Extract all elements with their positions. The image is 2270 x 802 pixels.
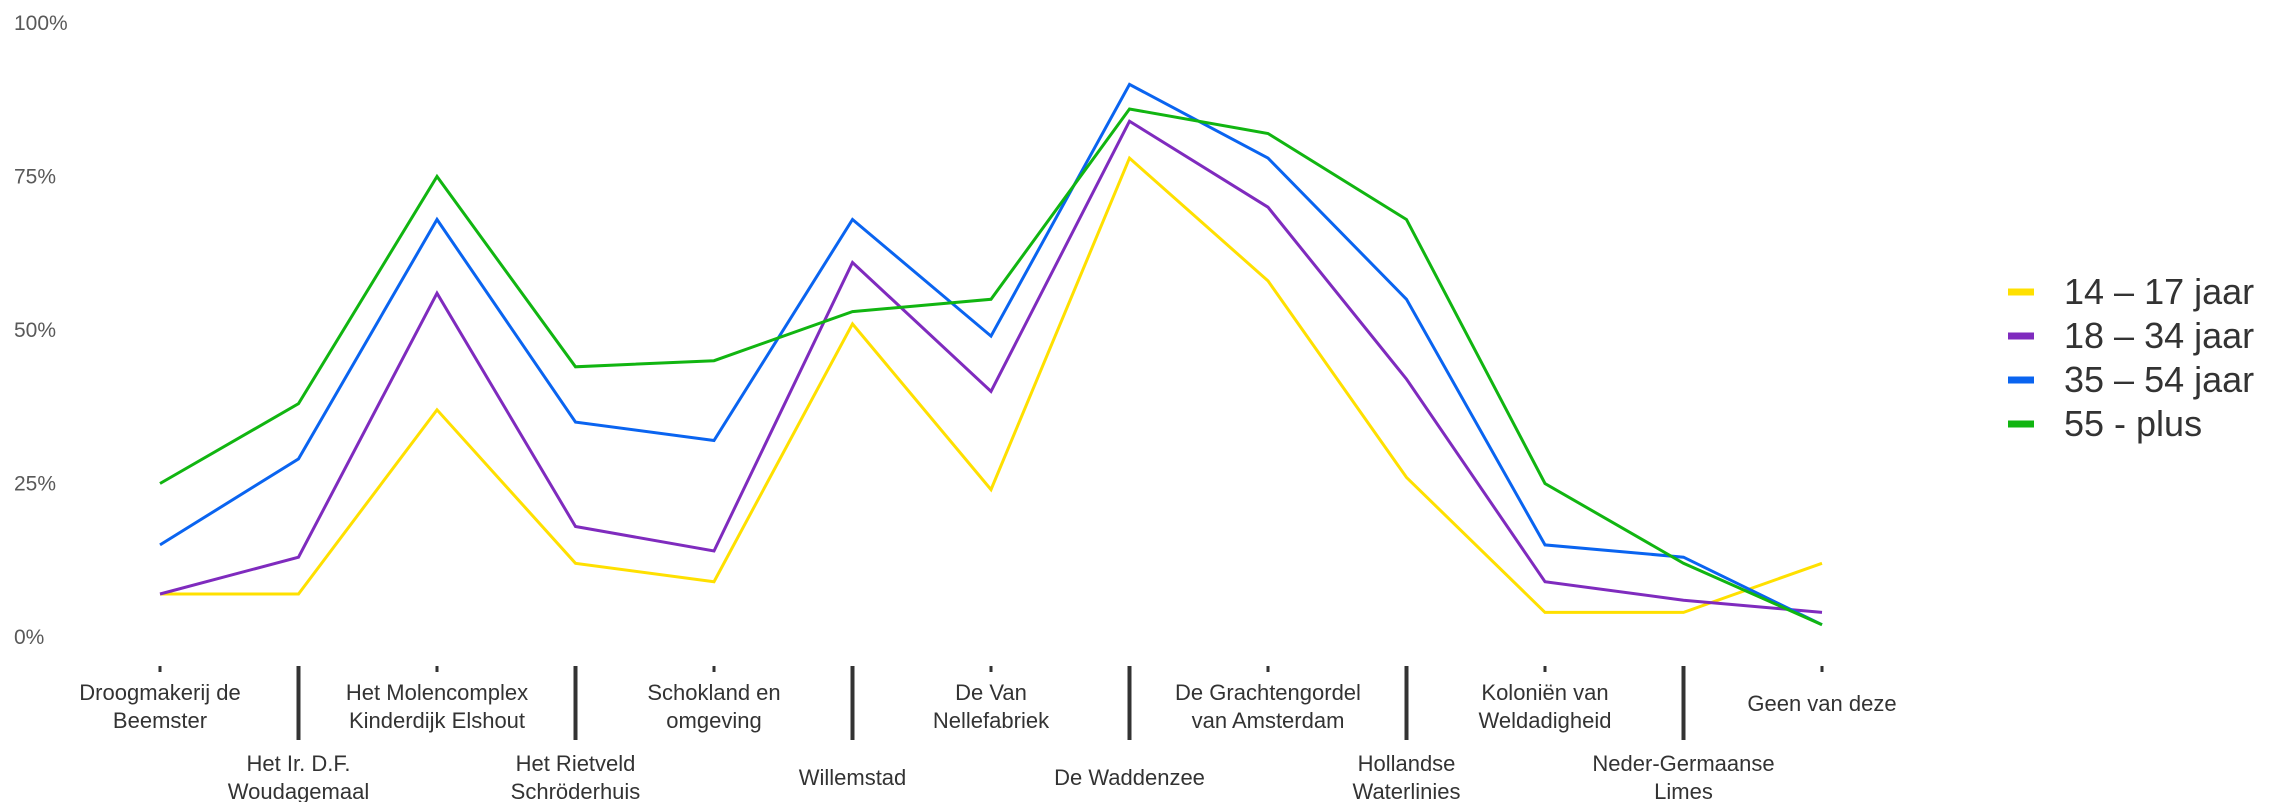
- series-line: [159, 119, 1823, 614]
- x-tick-label-line: Het Rietveld: [516, 751, 636, 776]
- legend-label: 55 - plus: [2064, 403, 2202, 444]
- series-lines: [159, 82, 1823, 627]
- x-tick-label: De Grachtengordel van Amsterdam: [1175, 680, 1361, 733]
- x-tick-label-line: Willemstad: [799, 765, 907, 790]
- x-tick-label: Het Molencomplex Kinderdijk Elshout: [346, 680, 528, 733]
- x-tick-label: De Waddenzee: [1054, 765, 1205, 790]
- series-line: [159, 82, 1823, 627]
- x-tick-label: Het Ir. D.F. Woudagemaal: [228, 751, 369, 802]
- y-axis: 0% 25% 50% 75% 100%: [14, 12, 68, 649]
- x-tick-label-line: Waterlinies: [1353, 779, 1461, 802]
- legend-label: 14 – 17 jaar: [2064, 271, 2254, 312]
- x-tick-label-line: omgeving: [666, 708, 761, 733]
- x-tick-label-line: Nellefabriek: [933, 708, 1050, 733]
- x-tick-label: Willemstad: [799, 765, 907, 790]
- x-tick-label: Koloniën van Weldadigheid: [1479, 680, 1612, 733]
- y-tick-label: 50%: [14, 319, 56, 342]
- y-tick-label: 25%: [14, 473, 56, 496]
- legend-label: 35 – 54 jaar: [2064, 359, 2254, 400]
- y-tick-label: 75%: [14, 166, 56, 189]
- x-tick-label: Droogmakerij de Beemster: [79, 680, 240, 733]
- x-tick-label: Het Rietveld Schröderhuis: [511, 751, 641, 802]
- x-tick-label-line: Schröderhuis: [511, 779, 641, 802]
- x-tick-label-line: De Van: [955, 680, 1027, 705]
- x-tick-label-line: De Grachtengordel: [1175, 680, 1361, 705]
- x-axis: Droogmakerij de Beemster Het Ir. D.F. Wouda…: [79, 666, 1897, 802]
- x-tick-label-line: Koloniën van: [1481, 680, 1608, 705]
- x-tick-label: Schokland en omgeving: [647, 680, 780, 733]
- y-tick-label: 100%: [14, 12, 68, 35]
- x-tick-label-line: Het Ir. D.F.: [247, 751, 351, 776]
- legend-label: 18 – 34 jaar: [2064, 315, 2254, 356]
- x-tick-label-line: Geen van deze: [1747, 691, 1896, 716]
- x-tick-label: De Van Nellefabriek: [933, 680, 1050, 733]
- x-tick-label-line: Hollandse: [1358, 751, 1456, 776]
- x-tick-label-line: Woudagemaal: [228, 779, 369, 802]
- x-tick-label: Neder-Germaanse Limes: [1592, 751, 1774, 802]
- series-line: [160, 155, 1823, 614]
- x-tick-label-line: Neder-Germaanse: [1592, 751, 1774, 776]
- x-tick-label: Hollandse Waterlinies: [1353, 751, 1461, 802]
- x-tick-label-line: Limes: [1654, 779, 1713, 802]
- series-line: [159, 107, 1823, 627]
- y-tick-label: 0%: [14, 626, 44, 649]
- x-tick-label-line: Droogmakerij de: [79, 680, 240, 705]
- x-tick-label-line: Beemster: [113, 708, 207, 733]
- x-tick-label-line: De Waddenzee: [1054, 765, 1205, 790]
- x-tick-label-line: van Amsterdam: [1192, 708, 1345, 733]
- x-tick-label-line: Weldadigheid: [1479, 708, 1612, 733]
- x-tick-label-line: Het Molencomplex: [346, 680, 528, 705]
- x-tick-label-line: Kinderdijk Elshout: [349, 708, 525, 733]
- x-tick-label-line: Schokland en: [647, 680, 780, 705]
- x-tick-label: Geen van deze: [1747, 691, 1896, 716]
